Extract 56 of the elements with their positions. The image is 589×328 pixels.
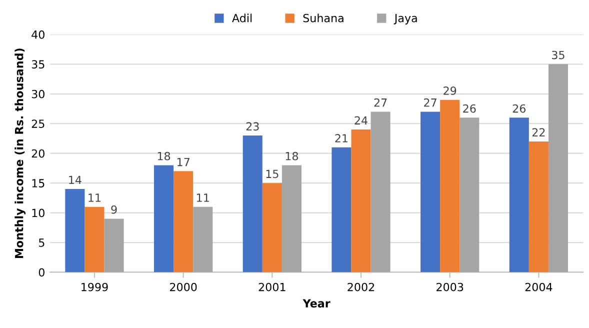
data-label: 17 [177, 158, 190, 166]
bar [282, 165, 302, 272]
bar [262, 183, 282, 272]
data-label: 11 [197, 194, 209, 202]
data-label: 14 [69, 176, 82, 184]
x-tick-label: 2000 [170, 282, 197, 292]
y-tick-label: 25 [32, 120, 44, 128]
x-tick-label: 2001 [258, 282, 286, 292]
y-tick-label: 15 [32, 179, 44, 188]
y-tick-label: 30 [32, 90, 44, 98]
y-tick-label: 10 [32, 208, 44, 218]
bar [460, 118, 480, 272]
x-tick-label: 2004 [525, 282, 552, 292]
data-label: 26 [512, 104, 526, 113]
data-label: 11 [88, 194, 101, 202]
data-label: 22 [532, 128, 545, 136]
x-tick-label: 1999 [82, 282, 108, 292]
y-axis-title: Monthly income (in Rs. thousand) [14, 48, 26, 258]
bar [104, 218, 124, 272]
x-axis-title: Year [302, 299, 330, 308]
bar [509, 118, 529, 272]
y-tick-label: 0 [38, 268, 44, 277]
data-label: 9 [111, 205, 117, 214]
data-label: 26 [463, 104, 476, 113]
legend-label: Adil [232, 14, 252, 22]
bar [528, 141, 548, 272]
bar [548, 64, 568, 272]
x-tick-label: 2002 [348, 282, 374, 292]
bar [154, 165, 174, 272]
y-tick-label: 35 [32, 60, 44, 69]
data-label: 24 [354, 116, 368, 124]
bar [174, 171, 194, 272]
data-label: 27 [374, 98, 387, 107]
bar [84, 206, 104, 272]
y-tick-label: 5 [38, 238, 44, 247]
data-label: 15 [266, 170, 278, 178]
data-label: 35 [552, 50, 564, 60]
bar [420, 112, 440, 272]
x-tick-label: 2003 [436, 282, 464, 292]
bar [193, 206, 213, 272]
bar [332, 147, 352, 272]
y-tick-label: 40 [32, 30, 44, 39]
bar [65, 189, 85, 272]
legend-label: Jaya [394, 14, 417, 24]
bar [351, 130, 371, 272]
data-label: 23 [246, 122, 259, 131]
bar [242, 136, 262, 272]
y-tick-label: 20 [32, 149, 44, 158]
data-label: 18 [158, 152, 170, 160]
bar [440, 100, 460, 272]
legend-label: Suhana [303, 14, 344, 22]
data-label: 29 [444, 86, 456, 95]
data-label: 21 [335, 134, 348, 142]
data-label: 18 [286, 152, 298, 160]
data-label: 27 [424, 98, 436, 107]
bar [370, 112, 390, 272]
